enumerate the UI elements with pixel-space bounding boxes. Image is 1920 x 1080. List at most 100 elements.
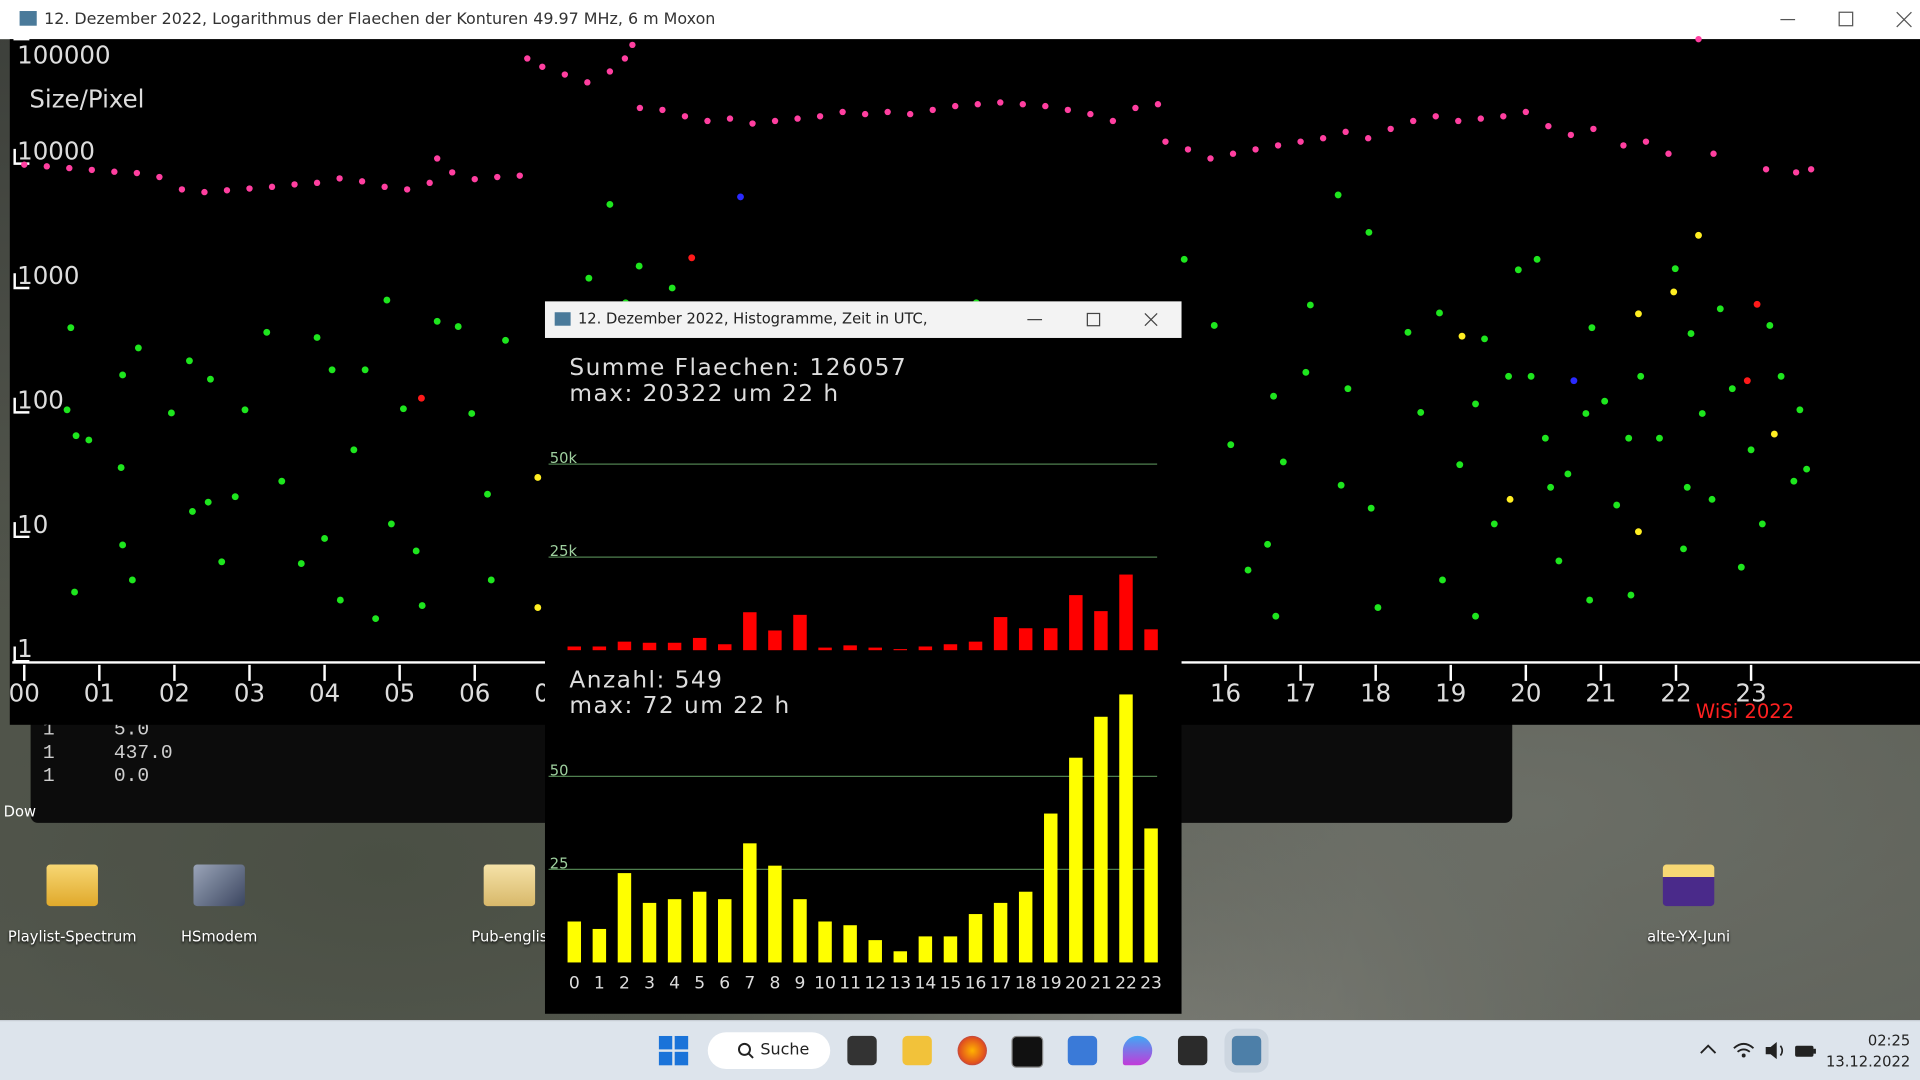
- close-button[interactable]: [1144, 313, 1158, 327]
- taskbar-app[interactable]: [902, 1035, 932, 1066]
- bar: [592, 928, 607, 963]
- clock[interactable]: 02:25 13.12.2022: [1824, 1031, 1910, 1073]
- taskbar-app[interactable]: [1122, 1035, 1153, 1066]
- icon-label: Playlist-Spectrum: [7, 928, 137, 946]
- data-point: [167, 409, 175, 417]
- bar: [642, 642, 657, 651]
- start-button[interactable]: [658, 1035, 690, 1067]
- data-point: [66, 164, 73, 172]
- taskbar-app[interactable]: [1177, 1035, 1208, 1066]
- data-point: [1680, 545, 1687, 553]
- data-point: [134, 344, 142, 352]
- bar: [1044, 628, 1058, 651]
- terminal-text: 437.0: [113, 742, 173, 765]
- data-point: [449, 169, 456, 176]
- data-point: [1505, 372, 1512, 380]
- data-point: [119, 541, 127, 549]
- data-point: [585, 274, 593, 282]
- bar: [993, 617, 1008, 651]
- data-point: [534, 474, 542, 481]
- bar: [667, 642, 682, 651]
- data-point: [1758, 520, 1766, 528]
- taskbar-app[interactable]: [957, 1035, 987, 1066]
- data-point: [1570, 377, 1578, 385]
- data-point: [1490, 520, 1498, 528]
- data-point: [358, 178, 366, 185]
- bar: [868, 940, 882, 963]
- data-point: [186, 357, 193, 365]
- data-point: [381, 183, 388, 191]
- data-point: [629, 41, 636, 49]
- search-icon: [738, 1042, 754, 1059]
- data-point: [737, 193, 744, 201]
- y-tick-label: 1000: [17, 261, 79, 290]
- bar: [818, 921, 832, 963]
- bar: [592, 646, 607, 651]
- search-label: Suche: [760, 1040, 810, 1060]
- data-point: [399, 405, 407, 413]
- taskbar-app[interactable]: [847, 1035, 877, 1066]
- data-point: [1365, 228, 1373, 236]
- data-point: [1306, 301, 1314, 309]
- data-point: [1334, 191, 1342, 199]
- data-point: [1803, 465, 1811, 473]
- data-point: [1244, 566, 1252, 574]
- y-tick: [13, 273, 30, 290]
- data-point: [313, 179, 321, 187]
- data-point: [1252, 146, 1259, 153]
- taskbar-app[interactable]: [1231, 1035, 1262, 1066]
- data-point: [534, 604, 542, 611]
- x-tick-label: 03: [234, 678, 265, 707]
- taskbar-app[interactable]: [1011, 1035, 1044, 1068]
- data-point: [119, 371, 127, 379]
- data-point: [1620, 142, 1627, 149]
- data-point: [704, 117, 711, 125]
- x-tick-label: 9: [795, 973, 806, 993]
- terminal-text: 0.0: [113, 765, 150, 788]
- taskbar-app[interactable]: [1067, 1035, 1098, 1066]
- data-point: [502, 336, 509, 344]
- desktop-icon[interactable]: Playlist-Spectrum: [5, 864, 140, 945]
- data-point: [268, 183, 276, 191]
- data-point: [1695, 36, 1702, 43]
- desktop-icon[interactable]: Pub-englis: [442, 864, 577, 945]
- data-point: [1387, 125, 1394, 133]
- data-point: [1087, 110, 1094, 118]
- y-tick-label: 1: [17, 634, 33, 663]
- data-point: [1564, 470, 1572, 478]
- close-button[interactable]: [1896, 11, 1912, 28]
- data-point: [85, 436, 93, 444]
- maximize-button[interactable]: [1838, 11, 1854, 27]
- data-point: [606, 200, 614, 208]
- x-tick-label: 8: [769, 973, 780, 993]
- icon-label: HSmodem: [180, 928, 258, 946]
- data-point: [1344, 385, 1352, 393]
- bar: [1018, 628, 1033, 651]
- data-point: [71, 588, 78, 596]
- histogram-window[interactable]: 12. Dezember 2022, Histogramme, Zeit in …: [544, 301, 1182, 1014]
- icon-label: Pub-englis: [471, 928, 548, 946]
- system-tray[interactable]: [1697, 1038, 1819, 1062]
- desktop-icon[interactable]: HSmodem: [152, 864, 287, 945]
- data-point: [1184, 146, 1192, 153]
- data-point: [72, 432, 80, 440]
- search-box[interactable]: Suche: [707, 1032, 831, 1069]
- maximize-button[interactable]: [1086, 312, 1101, 327]
- data-point: [929, 106, 936, 114]
- data-point: [426, 179, 433, 187]
- data-point: [1274, 142, 1282, 149]
- bar: [617, 873, 632, 963]
- data-point: [1297, 138, 1304, 145]
- x-tick-label: 04: [309, 678, 340, 707]
- data-point: [1477, 115, 1484, 122]
- x-tick-label: 21: [1585, 678, 1616, 707]
- data-point: [1588, 324, 1596, 332]
- bar: [968, 914, 983, 963]
- data-point: [412, 547, 420, 555]
- x-tick-label: 3: [644, 973, 655, 993]
- data-point: [726, 115, 734, 122]
- data-point: [606, 68, 614, 75]
- desktop-icon[interactable]: alte-YX-Juni: [1621, 864, 1756, 945]
- data-point: [1737, 563, 1745, 571]
